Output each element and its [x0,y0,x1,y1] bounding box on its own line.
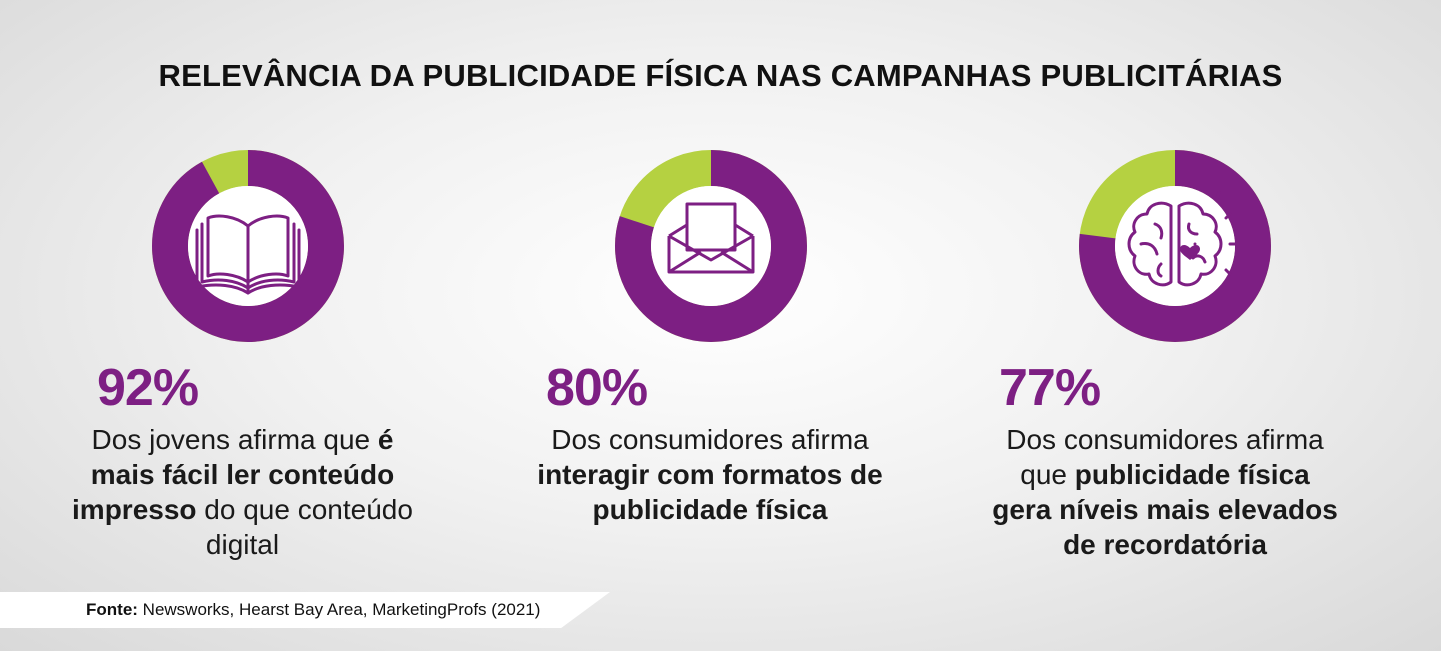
page-title: RELEVÂNCIA DA PUBLICIDADE FÍSICA NAS CAM… [158,58,1283,93]
stat-text-bold: interagir com formatos de publicidade fí… [537,459,883,525]
stat-description-2: Dos consumidores afirma interagir com fo… [530,422,890,527]
donut-svg-3 [1079,150,1271,342]
stat-percent-3: 77% [999,359,1101,417]
stat-text-normal: Dos jovens afirma que [91,424,378,455]
stat-text-normal: Dos consumidores afirma [551,424,869,455]
stat-description-3: Dos consumidores afirma que publicidade … [990,422,1340,562]
stat-text-normal: Dos consumidores afirma que [1006,424,1324,490]
donut-svg-1 [152,150,344,342]
source-label: Fonte: [86,600,138,619]
donut-svg-2 [615,150,807,342]
source-citation: Fonte: Newsworks, Hearst Bay Area, Marke… [86,600,540,620]
stat-text-bold: é mais fácil ler conteúdo impresso [72,424,395,525]
stat-percent-1: 92% [97,359,199,417]
donut-chart-1 [150,148,346,344]
source-band [0,592,610,628]
stat-text-bold: publicidade física gera níveis mais elev… [992,459,1338,560]
donut-center [1115,186,1235,306]
heart-icon [1180,245,1200,260]
donut-value-arc [152,150,344,342]
book-icon [195,214,301,295]
source-text: Newsworks, Hearst Bay Area, MarketingPro… [137,600,541,619]
donut-chart-2 [613,148,809,344]
envelope-icon [667,202,755,274]
donut-chart-3 [1077,148,1273,344]
brain-heart-icon [1127,190,1237,287]
donut-value-arc [1079,150,1271,342]
stat-description-1: Dos jovens afirma que é mais fácil ler c… [70,422,415,562]
stat-text-normal-end: do que conteúdo digital [196,494,413,560]
donut-value-arc [615,150,807,342]
stat-percent-2: 80% [546,359,648,417]
